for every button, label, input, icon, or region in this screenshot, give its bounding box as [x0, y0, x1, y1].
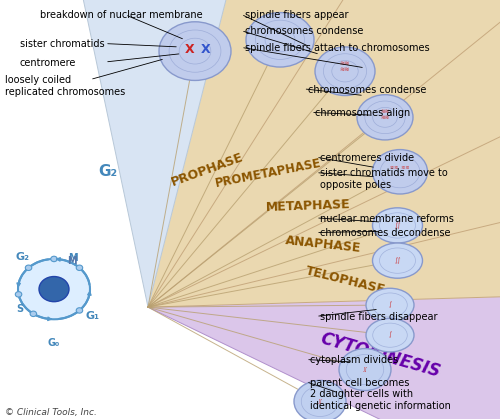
- Text: M: M: [68, 253, 78, 264]
- Ellipse shape: [315, 47, 375, 96]
- Ellipse shape: [372, 243, 422, 278]
- Text: chromosomes condense: chromosomes condense: [308, 85, 426, 95]
- Text: G₀: G₀: [48, 339, 60, 349]
- Circle shape: [39, 277, 69, 302]
- Circle shape: [76, 308, 82, 313]
- Text: sister chromatids: sister chromatids: [20, 39, 104, 49]
- Text: ≋≋
≋≋: ≋≋ ≋≋: [340, 62, 350, 72]
- Text: chromosomes condense: chromosomes condense: [245, 26, 364, 36]
- Text: ≋≋
≋≋: ≋≋ ≋≋: [380, 109, 390, 120]
- Text: cytoplasm divides: cytoplasm divides: [310, 355, 398, 365]
- Text: S: S: [16, 304, 24, 314]
- Text: ≋≋  ≋≋: ≋≋ ≋≋: [390, 165, 410, 170]
- Polygon shape: [148, 0, 500, 307]
- Text: X: X: [201, 42, 211, 56]
- Text: centromere: centromere: [20, 58, 76, 68]
- Ellipse shape: [366, 288, 414, 322]
- Ellipse shape: [159, 22, 231, 80]
- Polygon shape: [148, 290, 500, 419]
- Ellipse shape: [294, 380, 346, 419]
- Text: breakdown of nuclear membrane: breakdown of nuclear membrane: [40, 10, 202, 21]
- Text: METAPHASE: METAPHASE: [265, 198, 350, 214]
- Ellipse shape: [246, 13, 314, 67]
- Ellipse shape: [372, 150, 428, 194]
- Text: ANAPHASE: ANAPHASE: [284, 235, 362, 255]
- Text: ∫∫: ∫∫: [318, 399, 322, 404]
- Text: © Clinical Tools, Inc.: © Clinical Tools, Inc.: [5, 408, 97, 417]
- Text: PROMETAPHASE: PROMETAPHASE: [214, 157, 322, 190]
- Text: PROPHASE: PROPHASE: [170, 150, 246, 189]
- Text: G₁: G₁: [85, 311, 99, 321]
- Polygon shape: [44, 0, 272, 307]
- Circle shape: [18, 259, 90, 319]
- Text: ∫: ∫: [388, 302, 392, 308]
- Text: ∫∫: ∫∫: [394, 257, 401, 264]
- Text: loosely coiled
replicated chromosomes: loosely coiled replicated chromosomes: [5, 75, 125, 97]
- Ellipse shape: [357, 95, 413, 140]
- Text: spindle fibers appear: spindle fibers appear: [245, 10, 348, 20]
- Text: parent cell becomes
2 daughter cells with
identical genetic information: parent cell becomes 2 daughter cells wit…: [310, 378, 451, 411]
- Text: spindle fibers attach to chromosomes: spindle fibers attach to chromosomes: [245, 43, 430, 53]
- Text: ∫: ∫: [388, 332, 392, 339]
- Text: M: M: [67, 256, 76, 266]
- Circle shape: [16, 292, 22, 297]
- Text: chromosomes align: chromosomes align: [315, 108, 410, 118]
- Text: G₂: G₂: [15, 252, 29, 262]
- Circle shape: [26, 265, 32, 271]
- Text: ∫∫: ∫∫: [394, 222, 401, 229]
- Text: sister chromatids move to
opposite poles: sister chromatids move to opposite poles: [320, 168, 448, 190]
- Text: centromeres divide: centromeres divide: [320, 153, 414, 163]
- Circle shape: [30, 311, 36, 316]
- Text: nuclear membrane reforms: nuclear membrane reforms: [320, 214, 454, 224]
- Text: CYTOKINESIS: CYTOKINESIS: [318, 330, 443, 382]
- Circle shape: [76, 265, 82, 271]
- Text: G₂: G₂: [98, 164, 117, 179]
- Ellipse shape: [366, 318, 414, 352]
- Text: ∫∫: ∫∫: [362, 367, 368, 372]
- Ellipse shape: [339, 349, 391, 391]
- Circle shape: [51, 256, 57, 261]
- Ellipse shape: [372, 208, 422, 243]
- Text: X: X: [185, 42, 195, 56]
- Text: spindle fibers disappear: spindle fibers disappear: [320, 312, 438, 322]
- Text: chromosomes decondense: chromosomes decondense: [320, 228, 450, 238]
- Text: TELOPHASE: TELOPHASE: [304, 265, 387, 297]
